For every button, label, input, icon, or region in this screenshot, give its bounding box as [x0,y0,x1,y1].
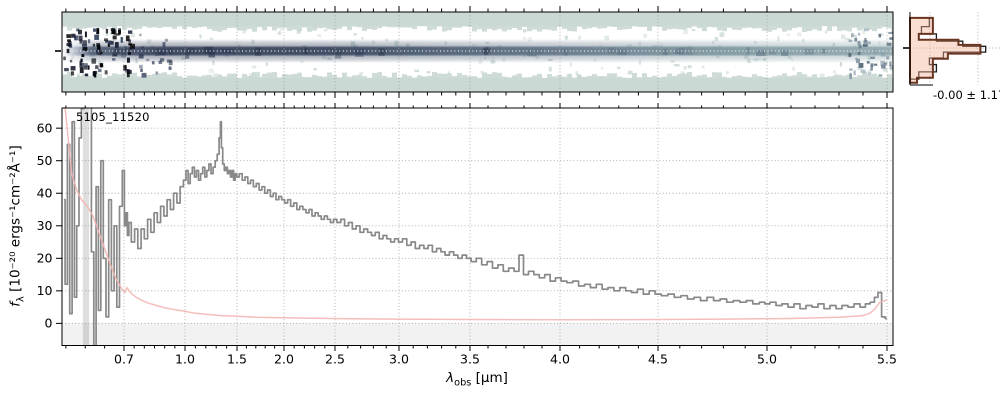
x-tick-label: 1.5 [227,352,247,367]
2d-image [62,26,893,80]
x-tick-label: 3.5 [460,352,480,367]
y-tick-label: 60 [37,120,53,135]
spectrum-1d-panel: 0.7 1.0 1.5 2.0 2.5 3.0 3.5 4.0 4.5 5.0 5.5 0 10 20 30… [37,103,897,367]
main-ticks [56,103,888,351]
y-tick-label: 50 [37,153,53,168]
x-tick-label: 5.0 [757,352,777,367]
x-tick-label: 1.0 [175,352,195,367]
below-zero-shade [62,323,893,346]
2d-spines [61,11,894,93]
histogram-stats-label: -0.00 ± 1.17 [933,88,1000,102]
y-axis-label: fλ [10⁻²⁰ ergs⁻¹cm⁻²Å⁻¹] [8,145,27,306]
x-tick-label: 3.0 [389,352,409,367]
x-axis-label-lambda: λ [446,370,455,386]
main-data [63,108,888,346]
y-tick-label: 20 [37,251,53,266]
main-gridlines [62,108,893,346]
noise-histogram-panel [903,12,1000,86]
y-tick-label: 40 [37,186,53,201]
spectrum-2d-panel [55,6,894,98]
2d-trace [62,46,893,56]
x-tick-label: 4.5 [648,352,668,367]
main-spines [61,107,894,346]
y-tick-label: 0 [45,316,53,331]
y-axis-label-f: f [7,301,24,307]
x-tick-label: 5.5 [877,352,897,367]
y-tick-label: 30 [37,218,53,233]
x-axis-label-units: [μm] [471,370,508,386]
source-id-annotation: 5105_11520 [76,110,150,124]
y-axis-label-units: [10⁻²⁰ ergs⁻¹cm⁻²Å⁻¹] [7,145,24,297]
x-tick-label: 4.0 [550,352,570,367]
y-tick-label: 10 [37,283,53,298]
histogram-stats-text: -0.00 ± 1.17 [933,88,1000,102]
masked-band [82,108,90,346]
error-line [64,108,888,321]
hist-series-black [910,17,987,80]
y-axis-label-sub: λ [15,296,27,302]
flux-line [63,108,887,346]
x-tick-label: 2.5 [325,352,345,367]
2d-ticks [65,6,888,98]
x-tick-label: 0.7 [114,352,134,367]
x-tick-label: 2.0 [274,352,294,367]
main-tick-labels: 0.7 1.0 1.5 2.0 2.5 3.0 3.5 4.0 4.5 5.0 5.5 0 10 20 30… [37,120,897,366]
hist-series-red [909,16,982,84]
x-axis-label: λobs [μm] [446,370,508,389]
2d-gridlines [123,12,888,92]
x-axis-label-sub: obs [454,377,472,389]
